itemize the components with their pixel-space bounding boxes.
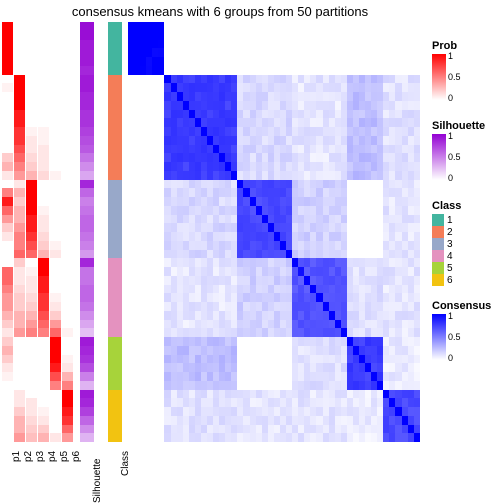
consensus-heatmap xyxy=(128,22,420,442)
legend-class: Class 123456 xyxy=(432,200,461,286)
xlabel: Class xyxy=(120,450,131,475)
prob-track-p6 xyxy=(62,22,73,442)
legend-swatch: 3 xyxy=(432,238,461,250)
xlabel: p2 xyxy=(23,451,34,462)
colorbar xyxy=(432,54,446,100)
silhouette-annotation-track xyxy=(80,22,94,442)
prob-track-p5 xyxy=(50,22,61,442)
colorbar xyxy=(432,314,446,360)
plot-title: consensus kmeans with 6 groups from 50 p… xyxy=(0,4,440,19)
class-annotation-track xyxy=(108,22,122,442)
xlabel: Silhouette xyxy=(92,459,103,503)
xlabel: p3 xyxy=(35,451,46,462)
legend-swatch: 5 xyxy=(432,262,461,274)
legend-silhouette: Silhouette10.50 xyxy=(432,120,485,180)
prob-track-p1 xyxy=(2,22,13,442)
prob-track-p4 xyxy=(38,22,49,442)
prob-track-p3 xyxy=(26,22,37,442)
xlabel: p1 xyxy=(11,451,22,462)
prob-track-p2 xyxy=(14,22,25,442)
legend-swatch: 4 xyxy=(432,250,461,262)
legend-prob: Prob10.50 xyxy=(432,40,457,100)
colorbar xyxy=(432,134,446,180)
legend-consensus: Consensus10.50 xyxy=(432,300,491,360)
figure: consensus kmeans with 6 groups from 50 p… xyxy=(0,0,504,504)
xlabel: p6 xyxy=(71,451,82,462)
legend-swatch: 1 xyxy=(432,214,461,226)
legend-swatch: 6 xyxy=(432,274,461,286)
legend-title: Silhouette xyxy=(432,120,485,132)
legend-title: Consensus xyxy=(432,300,491,312)
xlabel: p4 xyxy=(47,451,58,462)
legend-title: Prob xyxy=(432,40,457,52)
legend-swatch: 2 xyxy=(432,226,461,238)
legend-title: Class xyxy=(432,200,461,212)
xlabel: p5 xyxy=(59,451,70,462)
